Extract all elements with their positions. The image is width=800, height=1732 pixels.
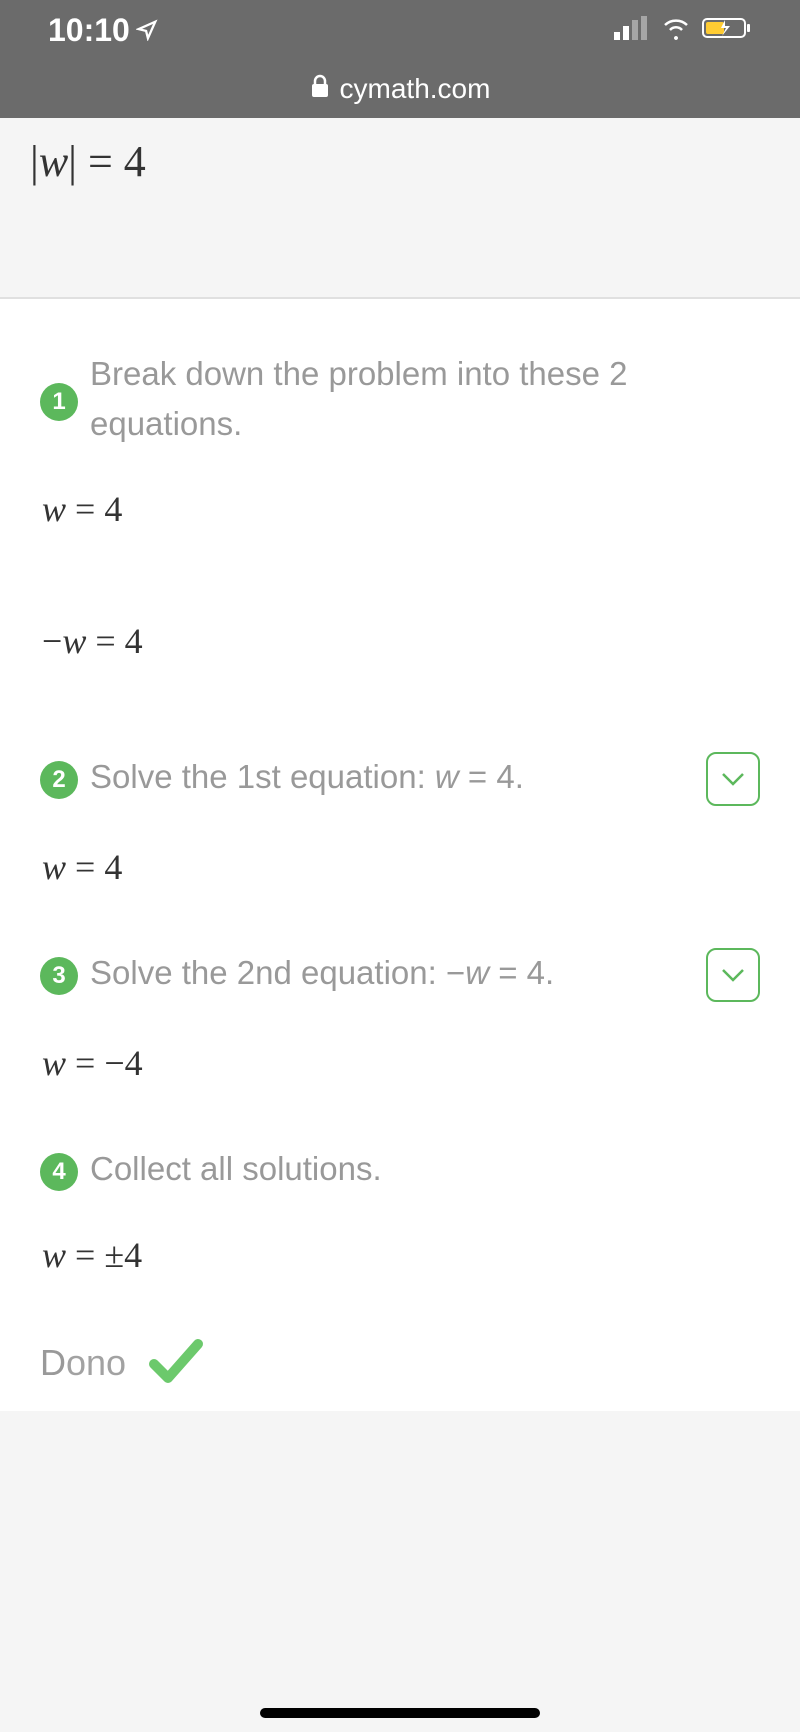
status-time: 10:10 xyxy=(48,12,158,49)
done-label: Dono xyxy=(40,1342,126,1384)
status-icons xyxy=(614,16,752,45)
chevron-down-icon xyxy=(721,770,745,788)
step-number-badge: 2 xyxy=(40,761,78,799)
step-4-text: Collect all solutions. xyxy=(90,1144,382,1194)
expand-step-button[interactable] xyxy=(706,752,760,806)
checkmark-icon xyxy=(146,1336,206,1391)
time-text: 10:10 xyxy=(48,12,130,49)
equation-line: w = ±4 xyxy=(40,1234,760,1276)
expand-step-button[interactable] xyxy=(706,948,760,1002)
lock-icon xyxy=(310,73,330,105)
done-section: Dono xyxy=(40,1336,760,1391)
equation-line: w = −4 xyxy=(40,1042,760,1084)
equation-line: w = 4 xyxy=(40,846,760,888)
step-3: 3 Solve the 2nd equation: −w = 4. w = −4 xyxy=(40,948,760,1084)
location-arrow-icon xyxy=(136,12,158,49)
step-3-text: Solve the 2nd equation: −w = 4. xyxy=(90,948,554,998)
battery-charging-icon xyxy=(702,16,752,45)
step-2-text: Solve the 1st equation: w = 4. xyxy=(90,752,524,802)
domain-text: cymath.com xyxy=(340,73,491,105)
solution-content: 1 Break down the problem into these 2 eq… xyxy=(0,299,800,1411)
equation-line: −w = 4 xyxy=(40,620,760,662)
wifi-icon xyxy=(660,16,692,45)
equation-line: w = 4 xyxy=(40,488,760,530)
home-indicator[interactable] xyxy=(260,1708,540,1718)
step-4: 4 Collect all solutions. w = ±4 xyxy=(40,1144,760,1276)
step-1: 1 Break down the problem into these 2 eq… xyxy=(40,349,760,662)
step-2-header: 2 Solve the 1st equation: w = 4. xyxy=(40,752,690,802)
problem-header: |w| = 4 xyxy=(0,118,800,299)
step-number-badge: 4 xyxy=(40,1153,78,1191)
address-bar[interactable]: cymath.com xyxy=(0,60,800,118)
step-number-badge: 1 xyxy=(40,383,78,421)
status-bar: 10:10 xyxy=(0,0,800,60)
step-2: 2 Solve the 1st equation: w = 4. w = 4 xyxy=(40,752,760,888)
step-4-header: 4 Collect all solutions. xyxy=(40,1144,760,1194)
cellular-signal-icon xyxy=(614,16,650,45)
step-1-header: 1 Break down the problem into these 2 eq… xyxy=(40,349,760,448)
step-3-header: 3 Solve the 2nd equation: −w = 4. xyxy=(40,948,690,998)
chevron-down-icon xyxy=(721,966,745,984)
step-number-badge: 3 xyxy=(40,957,78,995)
step-1-text: Break down the problem into these 2 equa… xyxy=(90,349,760,448)
problem-equation: |w| = 4 xyxy=(30,136,770,187)
